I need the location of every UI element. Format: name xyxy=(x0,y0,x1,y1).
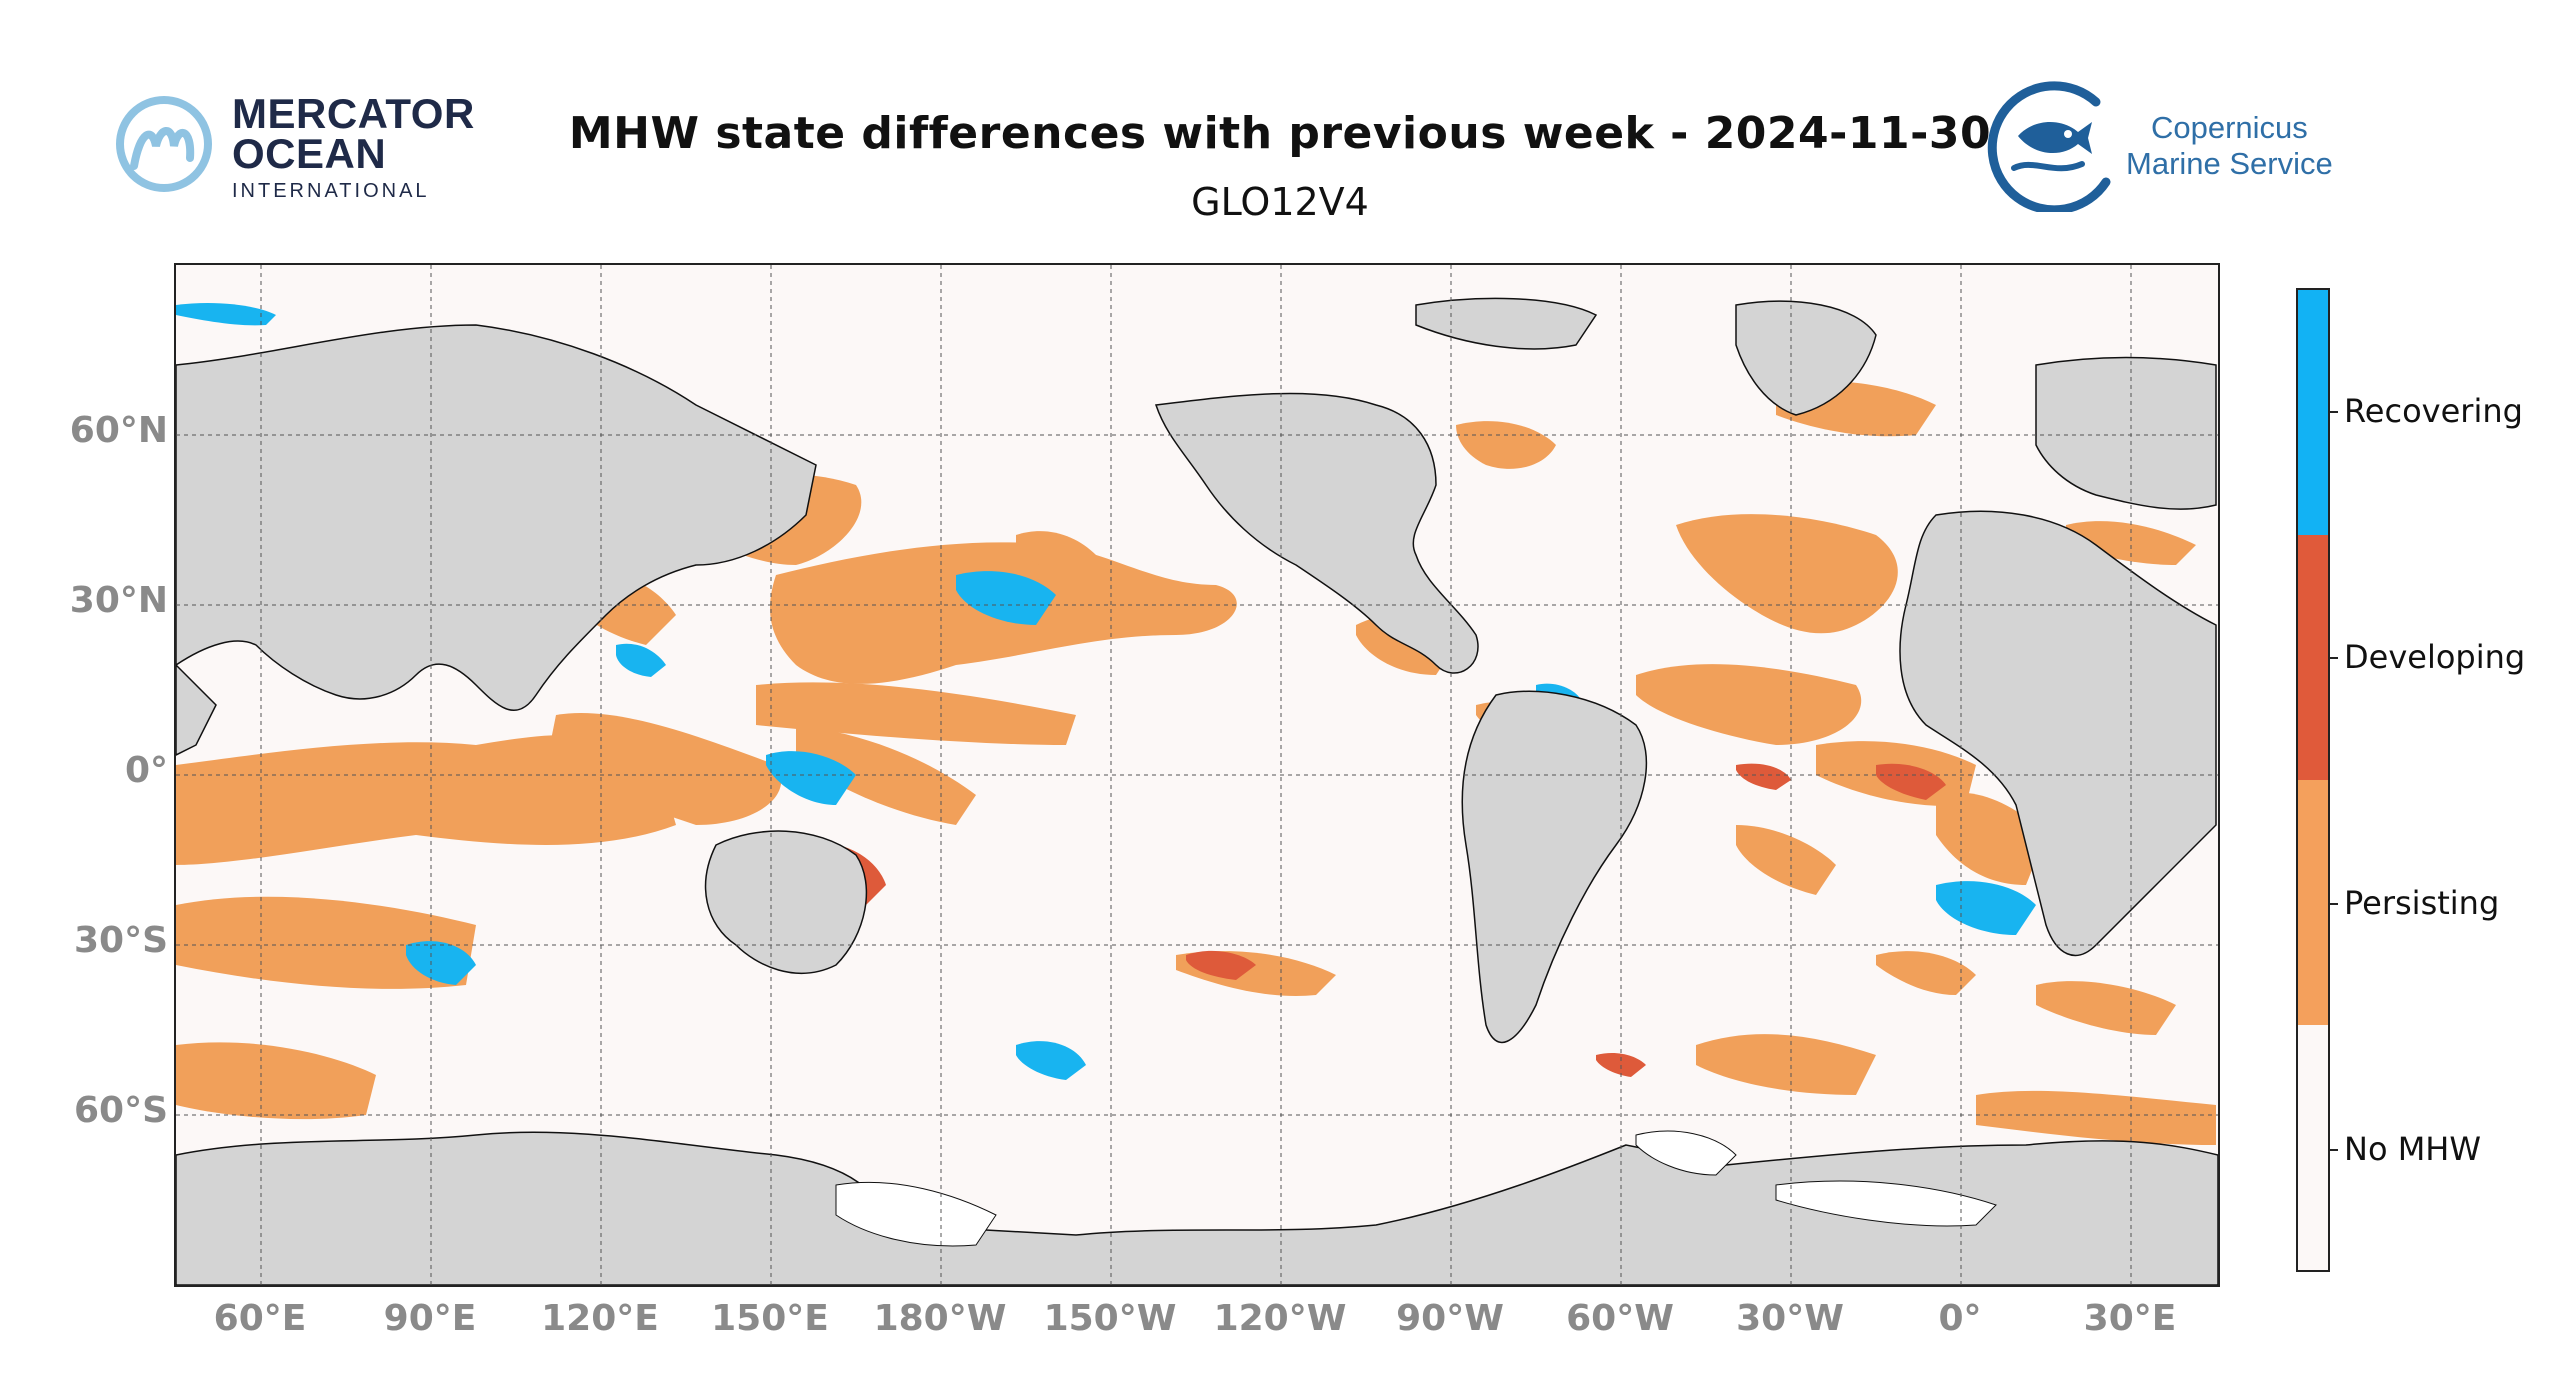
mercator-wave-icon xyxy=(116,96,212,192)
map-title: MHW state differences with previous week… xyxy=(568,108,1992,159)
colorbar-persisting xyxy=(2298,780,2328,1025)
lon-tick-180w: 180°W xyxy=(873,1298,1007,1339)
legend-label-recovering: Recovering xyxy=(2344,392,2523,430)
map-subtitle: GLO12V4 xyxy=(1191,180,1369,224)
legend-label-persisting: Persisting xyxy=(2344,884,2500,922)
lon-tick-120e: 120°E xyxy=(541,1298,659,1339)
lat-tick-equator: 0° xyxy=(124,750,168,791)
colorbar-recovering xyxy=(2298,290,2328,535)
logo-text-international: INTERNATIONAL xyxy=(232,180,430,202)
legend-colorbar xyxy=(2296,288,2330,1272)
logo-text-marine-service: Marine Service xyxy=(2126,146,2333,181)
copernicus-marine-logo: Copernicus Marine Service xyxy=(1978,72,2338,215)
gridlines xyxy=(176,265,2218,1285)
lat-tick-60s: 60°S xyxy=(73,1090,168,1131)
colorbar-tick xyxy=(2330,1149,2338,1151)
world-map xyxy=(176,265,2218,1285)
lon-tick-60e: 60°E xyxy=(213,1298,307,1339)
colorbar-no-mhw xyxy=(2298,1025,2328,1270)
colorbar-tick xyxy=(2330,657,2338,659)
ice-shelves xyxy=(835,1130,1997,1247)
logo-text-ocean: OCEAN xyxy=(232,130,387,177)
lon-tick-30w: 30°W xyxy=(1736,1298,1844,1339)
lon-tick-90w: 90°W xyxy=(1396,1298,1504,1339)
lon-tick-0: 0° xyxy=(1938,1298,1982,1339)
lat-tick-60n: 60°N xyxy=(69,410,168,451)
lon-tick-120w: 120°W xyxy=(1213,1298,1347,1339)
mercator-ocean-logo: MERCATOR OCEAN INTERNATIONAL xyxy=(112,88,475,203)
lon-tick-150w: 150°W xyxy=(1043,1298,1177,1339)
map-panel xyxy=(174,263,2220,1287)
lon-tick-90e: 90°E xyxy=(383,1298,477,1339)
colorbar-developing xyxy=(2298,535,2328,780)
lon-tick-30e: 30°E xyxy=(2083,1298,2177,1339)
legend-label-no-mhw: No MHW xyxy=(2344,1130,2481,1168)
lat-tick-30n: 30°N xyxy=(69,580,168,621)
colorbar-tick xyxy=(2330,903,2338,905)
logo-text-copernicus: Copernicus xyxy=(2150,110,2308,145)
lon-tick-150e: 150°E xyxy=(711,1298,829,1339)
lat-tick-30s: 30°S xyxy=(73,920,168,961)
copernicus-fish-icon xyxy=(1987,81,2111,215)
legend-label-developing: Developing xyxy=(2344,638,2526,676)
colorbar-tick xyxy=(2330,411,2338,413)
lon-tick-60w: 60°W xyxy=(1566,1298,1674,1339)
logo-text-mercator: MERCATOR xyxy=(232,90,475,137)
mhw-persisting-areas xyxy=(176,381,2216,1145)
